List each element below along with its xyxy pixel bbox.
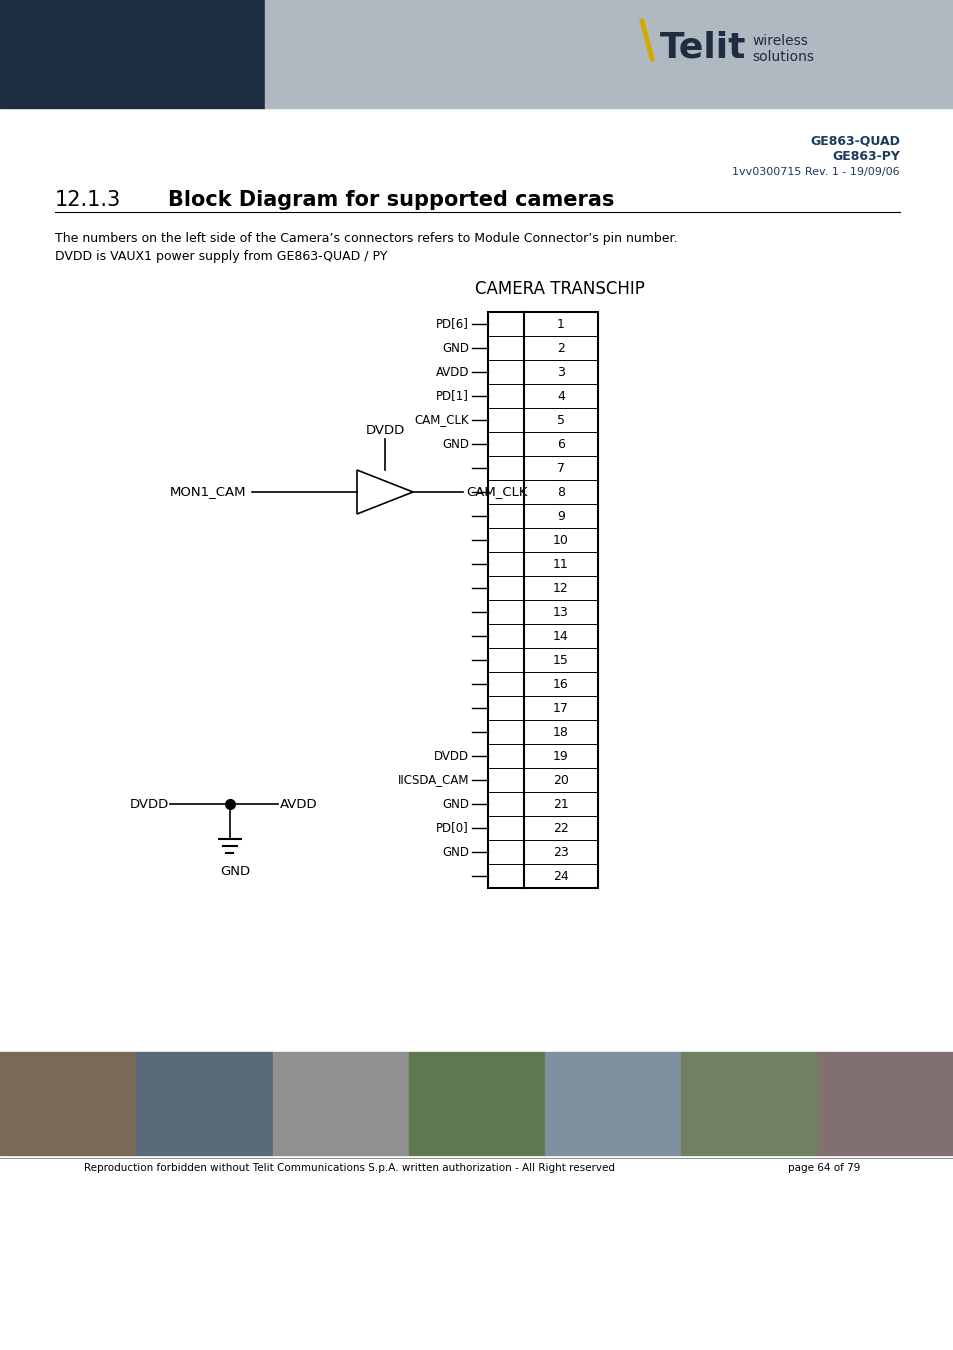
Text: MON1_CAM: MON1_CAM: [170, 486, 246, 498]
Text: GND: GND: [441, 342, 469, 355]
Text: 1: 1: [557, 317, 564, 331]
Bar: [544, 1052, 680, 1156]
Text: solutions: solutions: [751, 50, 813, 63]
Text: 14: 14: [553, 629, 568, 643]
Text: DVDD: DVDD: [130, 798, 169, 810]
Text: AVDD: AVDD: [280, 798, 317, 810]
Text: 3: 3: [557, 366, 564, 378]
Text: IICSDA_CAM: IICSDA_CAM: [397, 774, 469, 787]
Bar: [488, 312, 598, 888]
Bar: [0, 1052, 136, 1156]
Text: 13: 13: [553, 606, 568, 618]
Text: 7: 7: [557, 462, 564, 474]
Text: DVDD: DVDD: [365, 424, 404, 437]
Bar: [680, 1052, 817, 1156]
Text: 12.1.3: 12.1.3: [55, 190, 121, 211]
Text: 10: 10: [553, 533, 568, 547]
Text: Telit: Telit: [659, 30, 745, 63]
Text: 2: 2: [557, 342, 564, 355]
Bar: [409, 1052, 544, 1156]
Text: DVDD: DVDD: [434, 749, 469, 763]
Text: GND: GND: [220, 865, 250, 878]
Text: 21: 21: [553, 798, 568, 810]
Text: 15: 15: [553, 653, 568, 667]
Text: 12: 12: [553, 582, 568, 594]
Text: 24: 24: [553, 869, 568, 883]
Bar: [817, 1052, 953, 1156]
Bar: [0, 0, 265, 108]
Text: GND: GND: [441, 437, 469, 451]
Text: 16: 16: [553, 678, 568, 690]
Text: 6: 6: [557, 437, 564, 451]
Text: GND: GND: [441, 845, 469, 859]
Text: 22: 22: [553, 822, 568, 834]
Text: 8: 8: [557, 486, 564, 498]
Text: The numbers on the left side of the Camera’s connectors refers to Module Connect: The numbers on the left side of the Came…: [55, 232, 677, 244]
Text: PD[1]: PD[1]: [436, 390, 469, 402]
Text: 19: 19: [553, 749, 568, 763]
Text: 18: 18: [553, 725, 568, 738]
Text: 9: 9: [557, 509, 564, 522]
Text: DVDD is VAUX1 power supply from GE863-QUAD / PY: DVDD is VAUX1 power supply from GE863-QU…: [55, 250, 387, 263]
Bar: [265, 0, 953, 108]
Text: 11: 11: [553, 558, 568, 571]
Text: 1vv0300715 Rev. 1 - 19/09/06: 1vv0300715 Rev. 1 - 19/09/06: [732, 167, 899, 177]
Text: PD[0]: PD[0]: [436, 822, 469, 834]
Bar: [136, 1052, 273, 1156]
Text: PD[6]: PD[6]: [436, 317, 469, 331]
Text: 17: 17: [553, 702, 568, 714]
Text: GND: GND: [441, 798, 469, 810]
Text: CAM_CLK: CAM_CLK: [465, 486, 527, 498]
Text: AVDD: AVDD: [435, 366, 469, 378]
Text: GE863-PY: GE863-PY: [831, 150, 899, 163]
Text: CAM_CLK: CAM_CLK: [414, 413, 469, 427]
Bar: [273, 1052, 409, 1156]
Text: 4: 4: [557, 390, 564, 402]
Text: wireless: wireless: [751, 34, 807, 49]
Text: 5: 5: [557, 413, 564, 427]
Text: Reproduction forbidden without Telit Communications S.p.A. written authorization: Reproduction forbidden without Telit Com…: [85, 1162, 615, 1173]
Text: Block Diagram for supported cameras: Block Diagram for supported cameras: [168, 190, 614, 211]
Text: GE863-QUAD: GE863-QUAD: [809, 135, 899, 148]
Text: CAMERA TRANSCHIP: CAMERA TRANSCHIP: [475, 279, 644, 298]
Text: 23: 23: [553, 845, 568, 859]
Text: page 64 of 79: page 64 of 79: [787, 1162, 859, 1173]
Text: 20: 20: [553, 774, 568, 787]
